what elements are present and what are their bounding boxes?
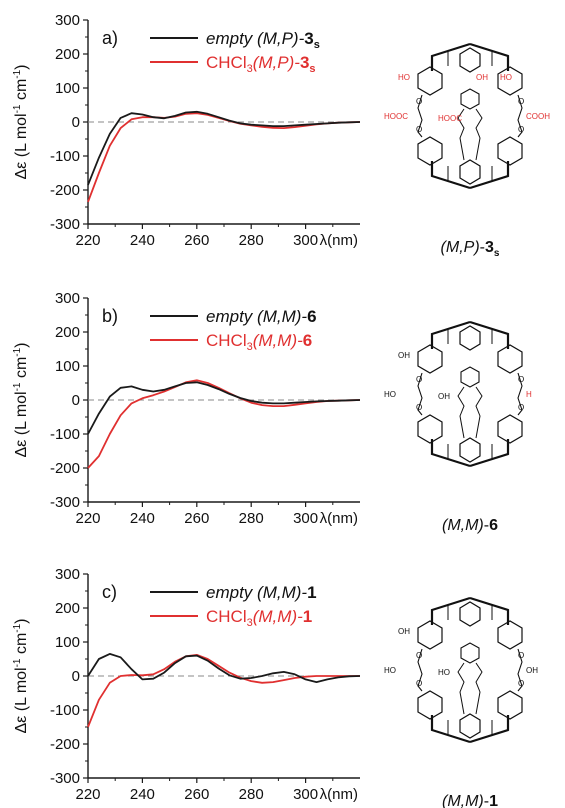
series-line-empty [87, 653, 361, 683]
series-line-chcl3 [87, 112, 361, 203]
substituent-label: HO [384, 390, 396, 399]
y-tick-label: 100 [55, 634, 80, 651]
x-tick-label: 260 [184, 786, 209, 803]
y-tick-label: 0 [72, 114, 80, 131]
substituent-label: OH [438, 392, 450, 401]
legend-entry-empty: empty (M,M)-6 [206, 307, 317, 326]
panel-tag: a) [102, 28, 118, 48]
substituent-label: HO [438, 668, 450, 677]
molecule-label: (M,P)-3s [441, 239, 500, 259]
y-tick-label: 300 [55, 290, 80, 307]
series-line-empty [87, 110, 361, 186]
x-tick-label: 280 [239, 786, 264, 803]
legend-entry-chcl3: CHCl3(M,M)-1 [206, 607, 312, 629]
x-tick-label: 220 [75, 786, 100, 803]
molecule-label: (M,M)-1 [442, 793, 498, 808]
series-line-empty [87, 381, 361, 435]
x-tick-label: 300 [293, 510, 318, 527]
x-tick-label: 240 [130, 786, 155, 803]
x-axis-label: λ(nm) [320, 786, 358, 803]
x-axis-label: λ(nm) [320, 510, 358, 527]
y-tick-label: -200 [50, 460, 80, 477]
y-tick-label: -100 [50, 426, 80, 443]
x-tick-label: 300 [293, 786, 318, 803]
x-tick-label: 220 [75, 232, 100, 249]
legend-entry-chcl3: CHCl3(M,M)-6 [206, 331, 312, 353]
y-tick-label: -100 [50, 702, 80, 719]
y-tick-label: 200 [55, 46, 80, 63]
y-tick-label: 0 [72, 392, 80, 409]
substituent-label: HO [384, 666, 396, 675]
substituent-label: OH [398, 627, 410, 636]
substituent-label: HOOC [438, 114, 462, 123]
y-axis-label: Δε (L mol-1 cm-1) [12, 342, 30, 457]
x-tick-label: 300 [293, 232, 318, 249]
substituent-label: HO [500, 73, 512, 82]
substituent-label: OH [398, 351, 410, 360]
molecule-label: (M,M)-6 [442, 517, 498, 534]
y-tick-label: -300 [50, 770, 80, 787]
y-tick-label: -200 [50, 736, 80, 753]
legend-entry-empty: empty (M,P)-3s [206, 29, 320, 51]
substituent-label: HOOC [384, 112, 408, 121]
y-axis-label: Δε (L mol-1 cm-1) [12, 618, 30, 733]
y-tick-label: 300 [55, 12, 80, 29]
y-tick-label: -300 [50, 216, 80, 233]
molecule-structure: HO HO OH OH [384, 596, 538, 744]
x-tick-label: 280 [239, 510, 264, 527]
x-tick-label: 260 [184, 232, 209, 249]
y-tick-label: 200 [55, 324, 80, 341]
y-tick-label: 0 [72, 668, 80, 685]
y-tick-label: 100 [55, 358, 80, 375]
panel-tag: b) [102, 306, 118, 326]
panel-tag: c) [102, 582, 117, 602]
legend-entry-chcl3: CHCl3(M,P)-3s [206, 53, 316, 75]
series-line-chcl3 [87, 379, 361, 469]
y-tick-label: 100 [55, 80, 80, 97]
y-tick-label: -300 [50, 494, 80, 511]
x-tick-label: 220 [75, 510, 100, 527]
substituent-label: OH [476, 73, 488, 82]
legend-entry-empty: empty (M,M)-1 [206, 583, 317, 602]
substituent-label: HO [398, 73, 410, 82]
y-tick-label: 200 [55, 600, 80, 617]
substituent-label: H [526, 390, 532, 399]
y-tick-label: -100 [50, 148, 80, 165]
y-tick-label: 300 [55, 566, 80, 583]
x-axis-label: λ(nm) [320, 232, 358, 249]
y-tick-label: -200 [50, 182, 80, 199]
x-tick-label: 240 [130, 510, 155, 527]
substituent-label: COOH [526, 112, 550, 121]
molecule-structure: HOOC HOOC COOH HO OH HO [384, 42, 550, 190]
series-line-chcl3 [87, 654, 360, 728]
x-tick-label: 240 [130, 232, 155, 249]
x-tick-label: 280 [239, 232, 264, 249]
molecule-structure: HO OH H OH [384, 320, 532, 468]
x-tick-label: 260 [184, 510, 209, 527]
substituent-label: OH [526, 666, 538, 675]
y-axis-label: Δε (L mol-1 cm-1) [12, 64, 30, 179]
